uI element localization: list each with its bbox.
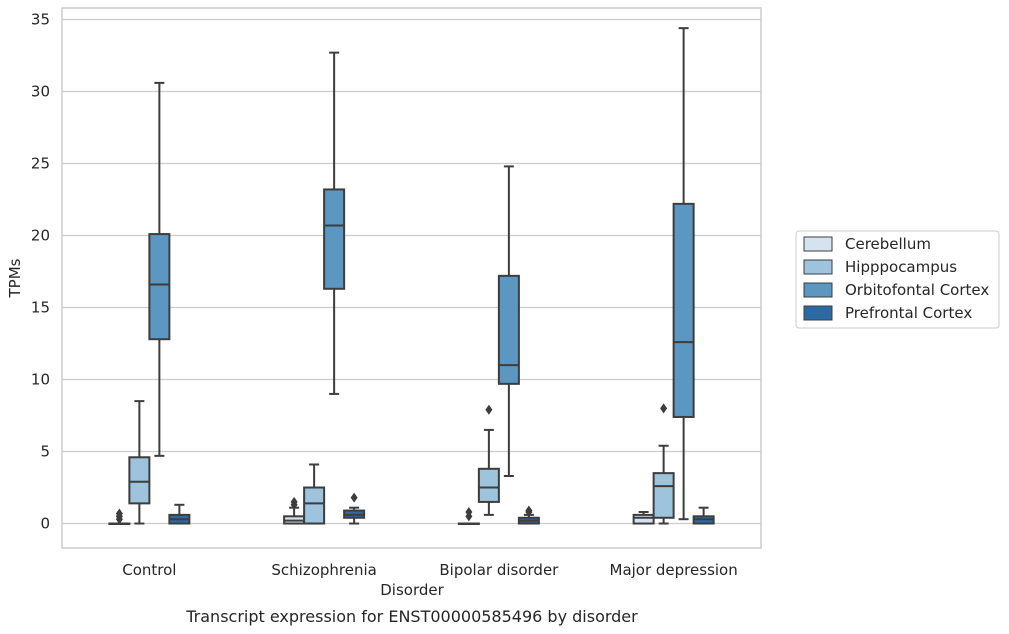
box-iqr (303, 486, 326, 525)
plot-frame (61, 7, 762, 549)
y-tick-label: 10 (31, 371, 50, 389)
box-iqr (652, 472, 675, 519)
y-tick-label: 20 (31, 227, 50, 245)
box-hipppocampus (477, 404, 500, 516)
legend-swatch (803, 282, 833, 298)
legend-swatch (803, 236, 833, 252)
chart-caption: Transcript expression for ENST0000058549… (185, 607, 638, 626)
x-tick-label: Bipolar disorder (439, 561, 559, 579)
y-tick-label: 25 (31, 155, 50, 173)
x-tick-label: Schizophrenia (271, 561, 376, 579)
box-series (108, 27, 715, 526)
y-axis-title: TPMs (6, 258, 24, 298)
y-tick-label: 5 (40, 443, 50, 461)
box-prefrontal-cortex (343, 492, 366, 525)
legend: Cerebellum Hipppocampus Orbitofontal Corte… (795, 230, 1000, 329)
legend-label: Hipppocampus (845, 258, 957, 276)
box-prefrontal-cortex (692, 506, 715, 525)
x-tick-label: Major depression (610, 561, 738, 579)
y-tick-label: 0 (40, 515, 50, 533)
box-orbitofontal-cortex (323, 51, 346, 395)
legend-frame (795, 230, 1000, 329)
plot-area (62, 8, 761, 548)
box-iqr (128, 456, 151, 505)
outlier-point (660, 403, 668, 414)
outlier-point (115, 508, 123, 519)
box-prefrontal-cortex (517, 505, 540, 525)
legend-swatch (803, 259, 833, 275)
box-iqr (148, 233, 171, 341)
box-orbitofontal-cortex (148, 81, 171, 457)
box-hipppocampus (303, 463, 326, 525)
outlier-point (525, 505, 533, 516)
box-iqr (672, 202, 695, 418)
box-prefrontal-cortex (168, 503, 191, 525)
y-tick-label: 15 (31, 299, 50, 317)
box-hipppocampus (652, 403, 675, 525)
box-hipppocampus (128, 400, 151, 525)
box-iqr (323, 188, 346, 290)
outlier-point (290, 496, 298, 507)
box-orbitofontal-cortex (672, 27, 695, 521)
x-axis-title: Disorder (380, 581, 444, 599)
box-orbitofontal-cortex (497, 165, 520, 477)
outlier-point (350, 492, 358, 503)
y-tick-label: 30 (31, 83, 50, 101)
box-iqr (497, 274, 520, 385)
box-iqr (477, 467, 500, 503)
outlier-point (465, 507, 473, 517)
legend-label: Prefrontal Cortex (845, 304, 972, 322)
x-axis-ticks: Control Schizophrenia Bipolar disorder Majo… (122, 561, 737, 579)
box-cerebellum (632, 511, 655, 525)
y-tick-label: 35 (31, 11, 50, 29)
outlier-point (485, 404, 493, 415)
legend-swatch (803, 305, 833, 321)
x-tick-label: Control (122, 561, 176, 579)
legend-label: Cerebellum (845, 235, 931, 253)
y-axis-ticks: 0 5 10 15 20 25 30 35 (31, 11, 50, 533)
box-cerebellum (457, 507, 480, 526)
box-iqr (632, 513, 655, 525)
box-cerebellum (108, 508, 131, 526)
legend-label: Orbitofontal Cortex (845, 281, 989, 299)
